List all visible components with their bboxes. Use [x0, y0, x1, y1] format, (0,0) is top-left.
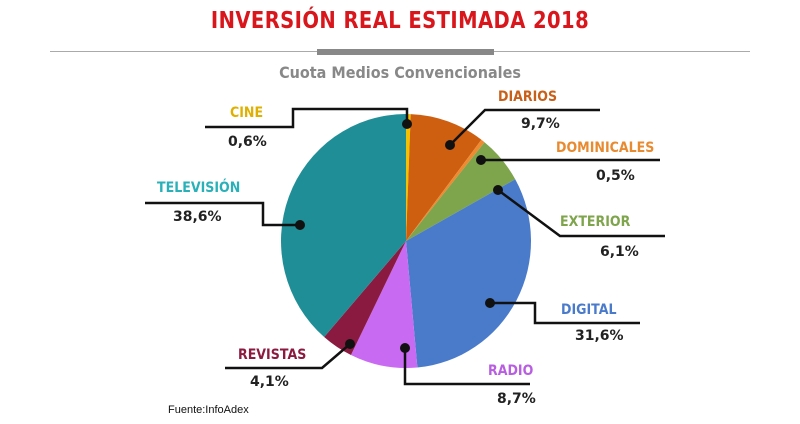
slice-value-radio: 8,7% — [497, 391, 536, 407]
pie-slice-digital — [406, 179, 531, 368]
slice-label-digital: DIGITAL — [561, 302, 617, 318]
leader-dot-dominicales — [476, 155, 486, 165]
leader-dot-radio — [400, 343, 410, 353]
leader-dot-televisión — [295, 220, 305, 230]
source-note: Fuente:InfoAdex — [168, 404, 249, 416]
slice-value-diarios: 9,7% — [521, 116, 560, 132]
leader-line-revistas — [225, 343, 351, 370]
slice-value-digital: 31,6% — [575, 328, 624, 344]
pie-slice-radio — [350, 241, 418, 368]
slice-label-diarios: DIARIOS — [498, 89, 558, 105]
chart-title: INVERSIÓN REAL ESTIMADA 2018 — [210, 8, 590, 34]
leader-dot-digital — [485, 298, 495, 308]
leader-dot-exterior — [493, 185, 503, 195]
slice-label-radio: RADIO — [488, 363, 534, 379]
pie-slice-dominicales — [406, 139, 485, 241]
slice-label-dominicales: DOMINICALES — [556, 140, 655, 156]
slice-value-exterior: 6,1% — [600, 244, 639, 260]
leader-line-digital — [490, 301, 640, 325]
pie-slice-televisión — [281, 114, 406, 337]
slice-label-cine: CINE — [230, 105, 264, 121]
slice-label-televisión: TELEVISIÓN — [157, 180, 241, 196]
leader-line-diarios — [449, 108, 600, 146]
leader-dot-revistas — [345, 339, 355, 349]
slice-value-cine: 0,6% — [228, 134, 267, 150]
leader-line-radio — [403, 348, 530, 386]
slice-value-televisión: 38,6% — [173, 209, 222, 225]
pie-slice-diarios — [406, 114, 482, 241]
pie-slice-revistas — [324, 241, 406, 356]
pie-slice-exterior — [406, 142, 516, 241]
pie-slice-cine — [406, 114, 411, 241]
leader-line-exterior — [497, 188, 665, 238]
slice-value-revistas: 4,1% — [250, 374, 289, 390]
slice-label-exterior: EXTERIOR — [560, 214, 631, 230]
title-accent-bar — [317, 49, 494, 55]
leader-line-cine — [205, 107, 409, 129]
slice-value-dominicales: 0,5% — [596, 168, 635, 184]
leader-dot-cine — [402, 119, 412, 129]
chart-subtitle: Cuota Medios Convencionales — [279, 63, 521, 82]
leader-line-televisión — [145, 201, 300, 227]
leader-dot-diarios — [445, 140, 455, 150]
slice-label-revistas: REVISTAS — [238, 347, 307, 363]
